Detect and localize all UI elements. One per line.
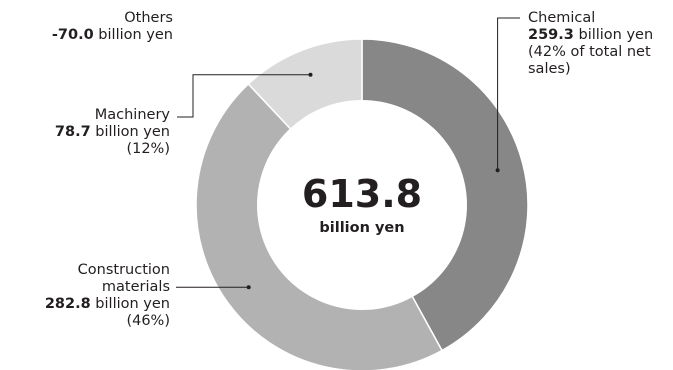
center-total: 613.8 [301,172,423,216]
label-chemical-unit: billion yen [573,27,654,43]
label-machinery: Machinery 78.7 billion yen (12%) [55,107,170,158]
label-others-value: -70.0 [51,27,94,43]
label-others-unit: billion yen [93,27,173,43]
label-construction-name-1: Construction [77,262,170,278]
label-construction: Construction materials 282.8 billion yen… [45,262,170,330]
label-machinery-share: (12%) [126,141,170,157]
label-construction-name-2: materials [101,279,170,295]
label-others: Others -70.0 billion yen [52,10,173,44]
label-chemical-share-1: (42% of total net [528,44,651,60]
leader-line-chemical [497,17,520,171]
leader-dot-machinery [308,72,313,77]
leader-dot-chemical [495,168,500,173]
label-others-name: Others [124,10,173,26]
label-construction-unit: billion yen [90,296,170,312]
label-machinery-name: Machinery [94,107,170,123]
label-chemical: Chemical 259.3 billion yen (42% of total… [528,10,653,78]
label-chemical-value: 259.3 [528,27,574,43]
leader-dot-construction [246,285,251,290]
center-unit: billion yen [319,220,405,236]
label-construction-share: (46%) [126,313,170,329]
donut-hole [257,100,467,310]
label-construction-value: 282.8 [44,296,91,312]
leader-line-machinery [177,74,311,118]
label-machinery-unit: billion yen [90,124,170,140]
label-chemical-share-2: sales) [528,61,571,77]
label-machinery-value: 78.7 [54,124,91,140]
label-chemical-name: Chemical [528,10,596,26]
